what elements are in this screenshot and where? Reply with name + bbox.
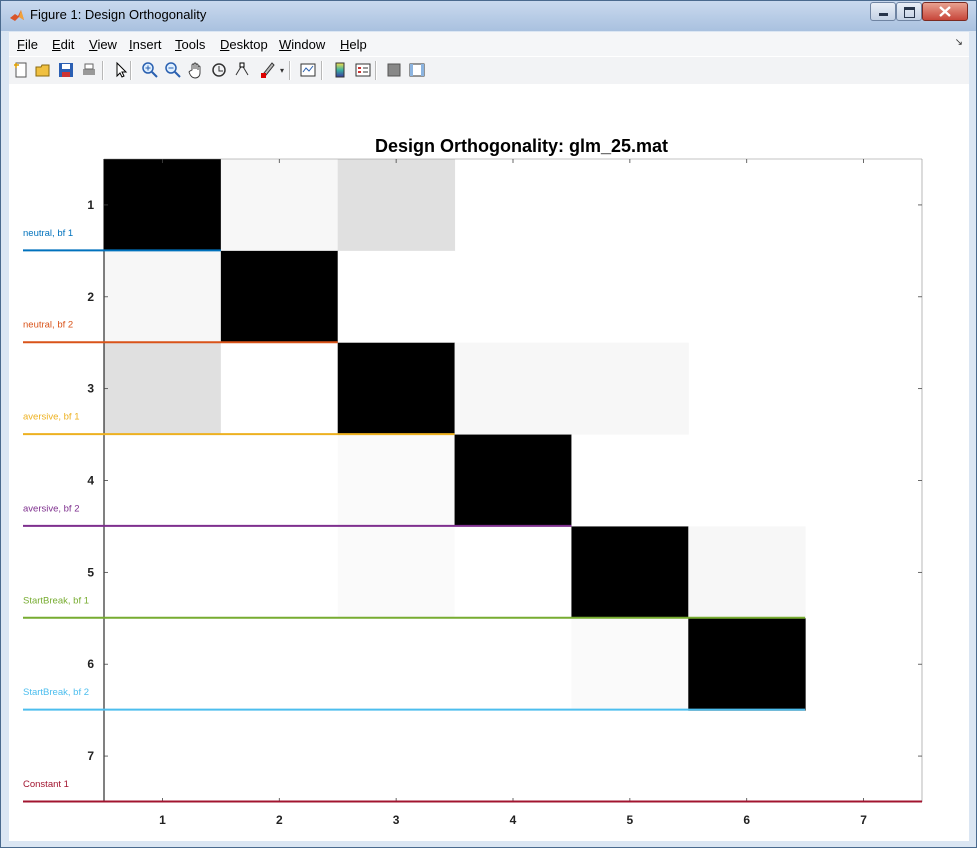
menu-help[interactable]: Help bbox=[340, 37, 367, 52]
matlab-logo-icon bbox=[10, 10, 24, 21]
y-tick-label: 4 bbox=[87, 474, 94, 488]
zoom-out-icon[interactable] bbox=[164, 61, 182, 79]
heatmap-cell[interactable] bbox=[104, 526, 222, 619]
heatmap-cell[interactable] bbox=[454, 526, 572, 619]
zoom-in-icon[interactable] bbox=[141, 61, 159, 79]
show-plot-tools-icon[interactable] bbox=[408, 61, 426, 79]
heatmap-cell[interactable] bbox=[220, 434, 339, 527]
row-label: aversive, bf 1 bbox=[23, 412, 80, 423]
heatmap-cell[interactable] bbox=[571, 434, 689, 527]
brush-dropdown-icon[interactable]: ▾ bbox=[280, 66, 285, 75]
save-icon[interactable] bbox=[57, 61, 75, 79]
heatmap-cell[interactable] bbox=[104, 342, 222, 436]
menu-tools[interactable]: Tools bbox=[175, 37, 206, 52]
close-icon bbox=[939, 6, 951, 17]
heatmap-cell[interactable] bbox=[104, 159, 222, 252]
menu-window[interactable]: Window bbox=[279, 37, 326, 52]
minimize-button[interactable] bbox=[870, 2, 896, 21]
heatmap-cell[interactable] bbox=[220, 159, 339, 252]
heatmap-cell[interactable] bbox=[454, 434, 572, 527]
insert-legend-icon[interactable] bbox=[354, 61, 372, 79]
heatmap-cell[interactable] bbox=[104, 250, 222, 344]
heatmap-cell[interactable] bbox=[104, 434, 222, 527]
x-tick-label: 6 bbox=[743, 813, 750, 827]
menu-edit[interactable]: Edit bbox=[52, 37, 75, 52]
x-tick-label: 2 bbox=[276, 813, 283, 827]
toolbar-separator bbox=[130, 61, 132, 80]
heatmap-cell[interactable] bbox=[571, 526, 689, 619]
menu-desktop[interactable]: Desktop bbox=[220, 37, 268, 52]
figure-toolbar: ▾ bbox=[9, 56, 969, 85]
menu-overflow-icon[interactable]: ↘ bbox=[954, 37, 963, 48]
heatmap-cell[interactable] bbox=[688, 618, 806, 711]
new-figure-icon[interactable] bbox=[12, 61, 30, 79]
pan-icon[interactable] bbox=[187, 61, 205, 79]
x-tick-label: 5 bbox=[627, 813, 634, 827]
y-tick-label: 7 bbox=[87, 749, 94, 763]
menu-view[interactable]: View bbox=[89, 37, 117, 52]
heatmap-cell[interactable] bbox=[688, 526, 806, 619]
y-tick-label: 1 bbox=[87, 198, 94, 212]
data-cursor-icon[interactable] bbox=[233, 61, 251, 79]
menu-insert[interactable]: Insert bbox=[129, 37, 162, 52]
heatmap-cell[interactable] bbox=[337, 434, 456, 527]
row-label: neutral, bf 1 bbox=[23, 228, 73, 239]
heatmap-cell[interactable] bbox=[454, 618, 572, 711]
figure-canvas: Design Orthogonality: glm_25.mat 1 2 3 4 5 6 7… bbox=[9, 84, 969, 841]
menu-file[interactable]: File bbox=[17, 37, 38, 52]
plot-title: Design Orthogonality: glm_25.mat bbox=[374, 136, 669, 156]
heatmap-cell[interactable] bbox=[220, 250, 339, 344]
heatmap-cell[interactable] bbox=[337, 526, 456, 619]
minimize-icon bbox=[879, 13, 888, 16]
row-label: aversive, bf 2 bbox=[23, 503, 80, 514]
heatmap-cell[interactable] bbox=[337, 342, 456, 436]
window-title: Figure 1: Design Orthogonality bbox=[30, 7, 207, 22]
toolbar-separator bbox=[102, 61, 104, 80]
heatmap-cell[interactable] bbox=[571, 342, 689, 436]
insert-colorbar-icon[interactable] bbox=[331, 61, 349, 79]
maximize-icon bbox=[904, 7, 915, 18]
close-button[interactable] bbox=[922, 2, 968, 21]
heatmap-cell[interactable] bbox=[104, 618, 222, 711]
pointer-icon[interactable] bbox=[112, 61, 130, 79]
brush-icon[interactable] bbox=[259, 61, 277, 79]
heatmap-cell[interactable] bbox=[220, 526, 339, 619]
y-tick-label: 2 bbox=[87, 290, 94, 304]
toolbar-separator bbox=[321, 61, 323, 80]
link-plot-icon[interactable] bbox=[299, 61, 317, 79]
hide-plot-tools-icon[interactable] bbox=[385, 61, 403, 79]
heatmap-cell[interactable] bbox=[220, 342, 339, 436]
x-tick-label: 1 bbox=[159, 813, 166, 827]
orthogonality-heatmap[interactable]: 1 2 3 4 5 6 7 1 2 3 4 5 6 7 neutral, bf 1 neutral, bf 2… bbox=[9, 84, 969, 841]
x-tick-label: 4 bbox=[510, 813, 517, 827]
x-tick-label: 7 bbox=[860, 813, 867, 827]
y-tick-label: 3 bbox=[87, 382, 94, 396]
row-label: Constant 1 bbox=[23, 779, 69, 790]
heatmap-cell[interactable] bbox=[337, 159, 456, 252]
row-label: StartBreak, bf 1 bbox=[23, 595, 89, 606]
open-file-icon[interactable] bbox=[34, 61, 52, 79]
heatmap-cell[interactable] bbox=[220, 618, 339, 711]
heatmap-cell[interactable] bbox=[571, 618, 689, 711]
heatmap-cell[interactable] bbox=[337, 250, 456, 344]
heatmap-cell[interactable] bbox=[337, 618, 456, 711]
y-tick-label: 6 bbox=[87, 657, 94, 671]
title-bar[interactable]: Figure 1: Design Orthogonality bbox=[1, 1, 976, 31]
x-tick-label: 3 bbox=[393, 813, 400, 827]
menu-bar: ↘ File Edit View Insert Tools Desktop Window He… bbox=[9, 32, 969, 56]
toolbar-separator bbox=[289, 61, 291, 80]
row-label: neutral, bf 2 bbox=[23, 320, 73, 331]
print-icon[interactable] bbox=[80, 61, 98, 79]
maximize-button[interactable] bbox=[896, 2, 922, 21]
heatmap-cell[interactable] bbox=[454, 342, 572, 436]
toolbar-separator bbox=[375, 61, 377, 80]
row-label: StartBreak, bf 2 bbox=[23, 687, 89, 698]
rotate-3d-icon[interactable] bbox=[210, 61, 228, 79]
y-tick-label: 5 bbox=[87, 565, 94, 579]
